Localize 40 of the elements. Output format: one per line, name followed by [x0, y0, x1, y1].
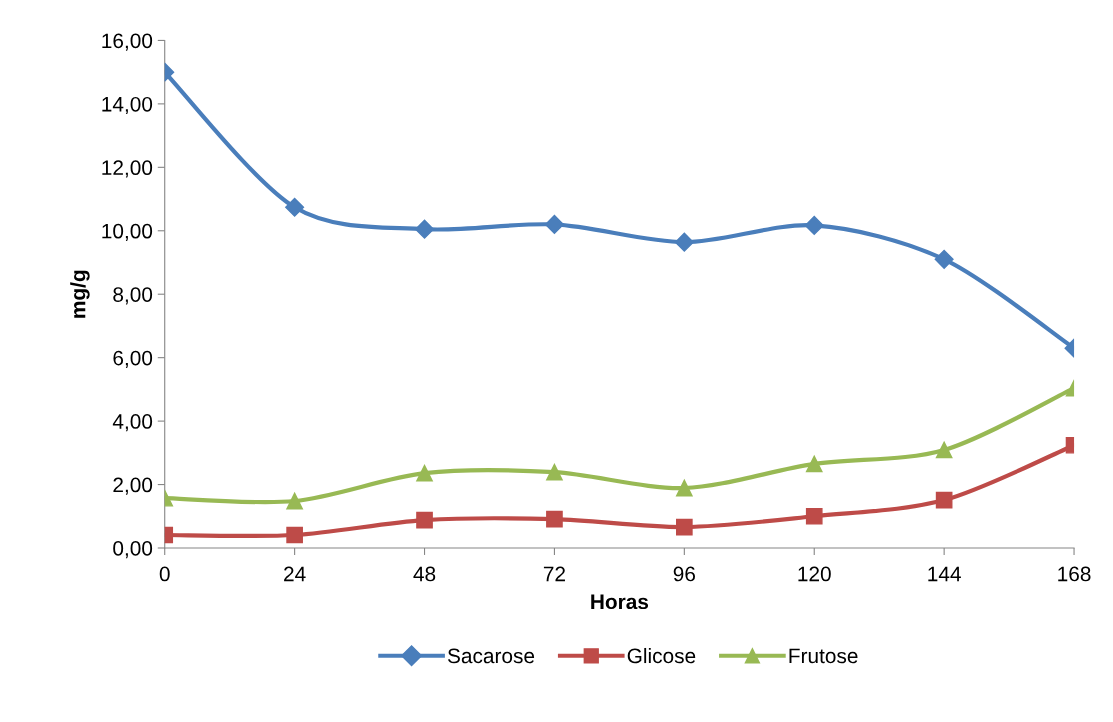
x-axis-title: Horas: [591, 594, 649, 610]
point: [286, 492, 303, 510]
point: [544, 214, 564, 234]
y-axis-title: mg/g: [70, 270, 90, 318]
y-tick-label: 12,00: [102, 160, 153, 178]
point: [804, 215, 824, 235]
y-tick-label: 0,00: [113, 541, 153, 559]
y-tick-label: 16,00: [102, 33, 153, 51]
y-tick-label: 10,00: [102, 223, 153, 241]
x-tick-label: 120: [798, 566, 831, 582]
legend-label: Frutose: [789, 648, 858, 664]
point: [285, 197, 305, 217]
point: [805, 455, 823, 473]
x-tick-label: 96: [673, 566, 696, 582]
point: [416, 464, 433, 482]
point: [416, 511, 433, 529]
point: [674, 232, 694, 252]
x-tick-label: 0: [159, 566, 170, 582]
y-tick-label: 6,00: [113, 350, 153, 368]
point: [546, 463, 563, 481]
x-tick-label: 48: [413, 566, 436, 582]
point: [935, 491, 953, 509]
x-tick-label: 24: [284, 566, 306, 582]
point: [676, 479, 693, 497]
legend-label: Sacarose: [447, 648, 535, 664]
legend-label: Glicose: [627, 647, 696, 664]
y-tick-label: 2,00: [113, 477, 153, 495]
x-tick-label: 72: [543, 566, 565, 582]
point: [934, 249, 954, 269]
point: [935, 441, 953, 459]
x-tick-label: 168: [1058, 566, 1091, 582]
y-tick-label: 14,00: [102, 96, 153, 115]
point: [546, 510, 563, 528]
y-tick-label: 8,00: [113, 287, 153, 305]
point: [286, 526, 303, 544]
point: [676, 518, 693, 536]
x-tick-label: 144: [928, 566, 961, 582]
y-tick-label: 4,00: [112, 414, 153, 432]
point: [414, 219, 435, 239]
point: [805, 507, 823, 525]
